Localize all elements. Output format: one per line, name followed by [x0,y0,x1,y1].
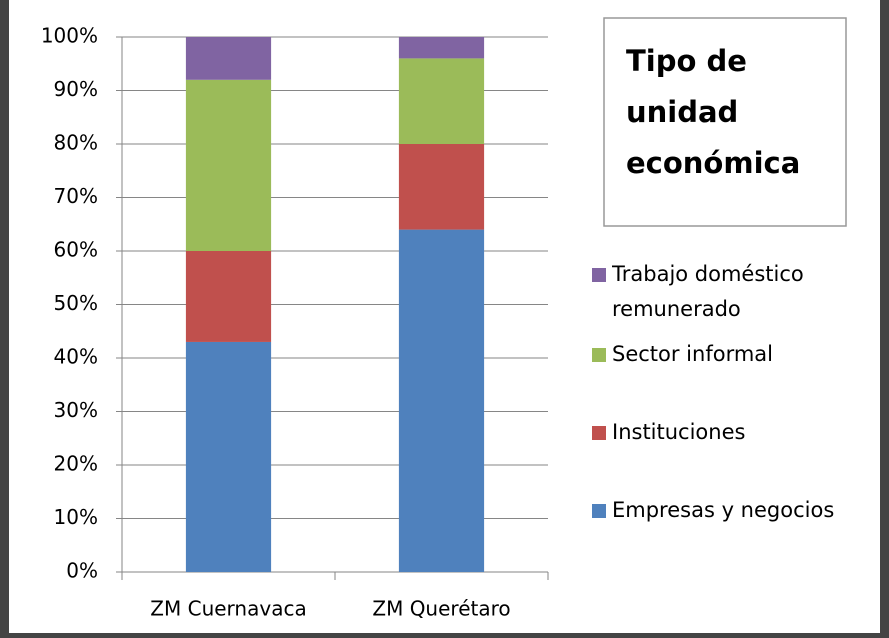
y-tick-label: 50% [54,291,98,315]
bar-segment [185,251,272,342]
y-tick-label: 20% [54,452,98,476]
bar-segment [185,341,272,572]
legend-swatch [592,348,606,362]
bar-segment [398,58,485,144]
legend-label: Empresas y negocios [612,498,835,522]
x-tick-label: ZM Querétaro [372,597,510,621]
y-tick-label: 90% [54,77,98,101]
legend-item: Instituciones [612,420,746,444]
y-tick-label: 10% [54,505,98,529]
bar-segment [398,37,485,59]
y-tick-label: 0% [66,559,98,583]
title-wrap: Tipo de unidad económica [626,44,801,180]
legend-label: Trabajo doméstico remunerado [612,262,804,321]
y-tick-label: 60% [54,238,98,262]
legend-item: Sector informal [612,342,773,366]
legend-swatch [592,504,606,518]
legend-item: Empresas y negocios [612,498,835,522]
bar-segment [398,144,485,230]
y-tick-label: 100% [41,24,98,48]
legend-swatch [592,268,606,282]
title-box [603,17,847,227]
bar-segment [398,229,485,572]
y-tick-label: 30% [54,398,98,422]
legend-label: Instituciones [612,420,746,444]
bar-segment [185,37,272,80]
x-tick-label: ZM Cuernavaca [150,597,306,621]
bar-segment [185,79,272,251]
legend-swatch [592,426,606,440]
chart-title: Tipo de unidad económica [626,44,801,180]
y-tick-label: 40% [54,345,98,369]
y-tick-label: 70% [54,184,98,208]
legend-item: Trabajo doméstico remunerado [612,262,804,321]
y-tick-label: 80% [54,131,98,155]
legend-label: Sector informal [612,342,773,366]
